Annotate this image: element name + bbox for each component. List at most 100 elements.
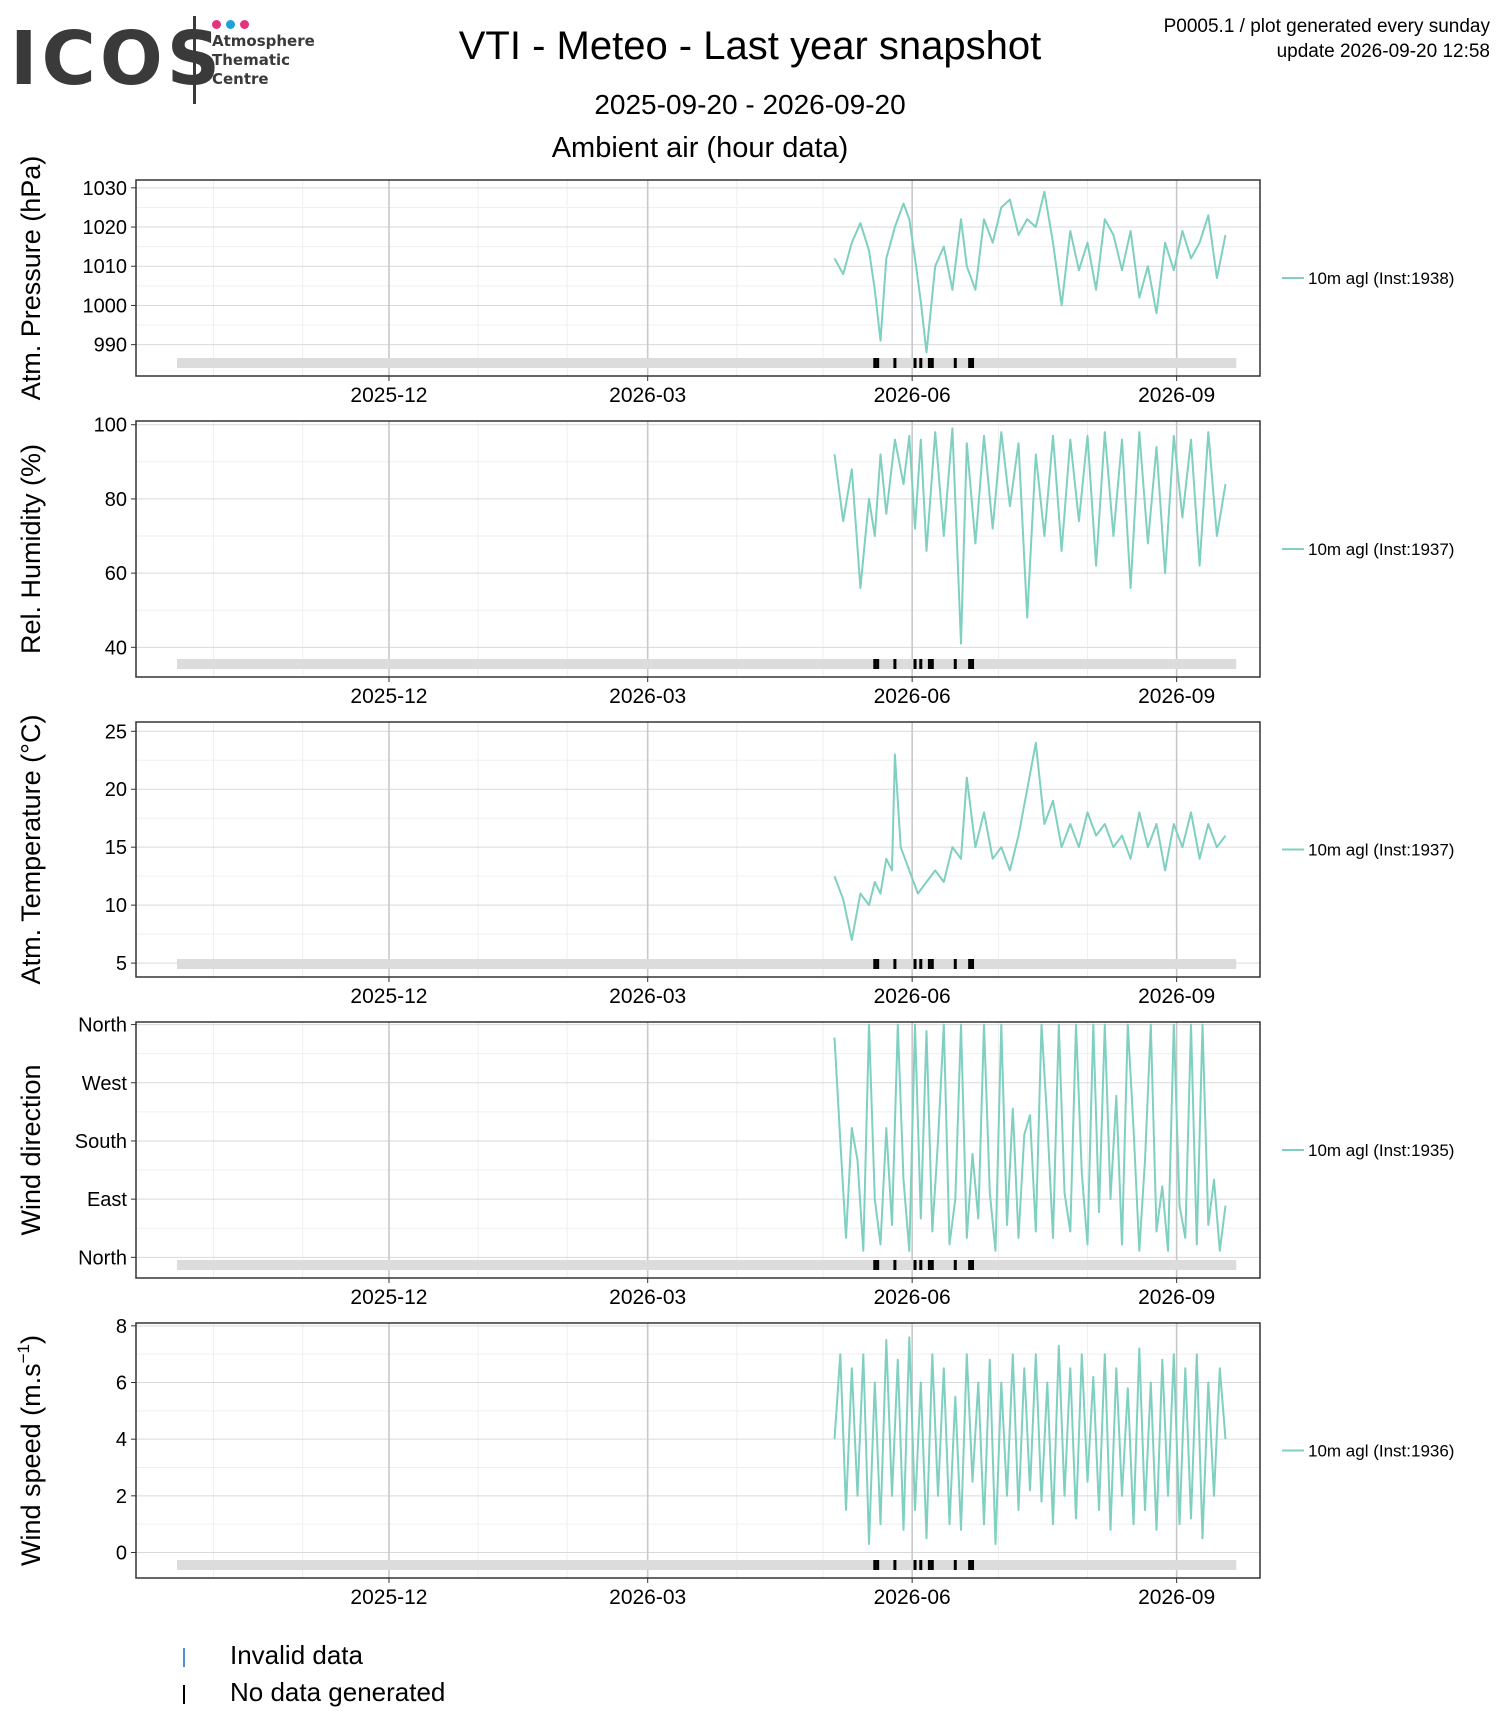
nodata-mark bbox=[876, 358, 880, 368]
nodata-mark bbox=[876, 1260, 880, 1270]
x-tick-label: 2025-12 bbox=[350, 985, 427, 1008]
status-band bbox=[176, 358, 1237, 368]
y-tick-label: 5 bbox=[116, 953, 127, 975]
y-tick-label: 1010 bbox=[83, 256, 128, 278]
panel-2: 40 60 80 100 2025-12 2026-03 2026-06 2026-09 Rel… bbox=[16, 415, 1454, 708]
x-tick-label: 2025-12 bbox=[350, 1586, 427, 1609]
nodata-mark bbox=[893, 358, 897, 368]
nodata-mark bbox=[953, 1260, 957, 1270]
nodata-mark bbox=[971, 1260, 975, 1270]
y-tick-label: South bbox=[75, 1131, 127, 1153]
page-title: VTI - Meteo - Last year snapshot bbox=[458, 24, 1042, 68]
nodata-mark bbox=[927, 358, 931, 368]
x-tick-label: 2026-03 bbox=[609, 1286, 686, 1309]
nodata-mark bbox=[919, 659, 923, 669]
nodata-mark bbox=[968, 1560, 972, 1570]
legend-label: 10m agl (Inst:1935) bbox=[1308, 1141, 1454, 1160]
date-range: 2025-09-20 - 2026-09-20 bbox=[594, 89, 906, 120]
nodata-mark bbox=[893, 1260, 897, 1270]
nodata-mark bbox=[927, 659, 931, 669]
y-tick-label: 990 bbox=[94, 335, 127, 357]
y-tick-label: 40 bbox=[105, 637, 127, 659]
meta-update: update 2026-09-20 12:58 bbox=[1276, 41, 1490, 62]
nodata-mark bbox=[930, 1260, 934, 1270]
meta-plot-id: P0005.1 / plot generated every sunday bbox=[1163, 16, 1490, 37]
invalid-data-swatch bbox=[183, 1647, 185, 1667]
panel-frame bbox=[135, 420, 1261, 678]
x-tick-label: 2026-06 bbox=[874, 1586, 951, 1609]
nodata-mark bbox=[876, 659, 880, 669]
y-axis-label-text: Atm. Pressure (hPa) bbox=[16, 156, 46, 401]
nodata-mark bbox=[913, 959, 917, 969]
legend-label: 10m agl (Inst:1937) bbox=[1308, 540, 1454, 559]
icos-logo: ICOS Atmosphere Thematic Centre bbox=[10, 14, 315, 104]
y-tick-label: 6 bbox=[116, 1373, 127, 1395]
y-axis-label-text: Wind speed (m.s bbox=[16, 1363, 46, 1566]
x-tick-label: 2026-03 bbox=[609, 985, 686, 1008]
legend-label: 10m agl (Inst:1937) bbox=[1308, 841, 1454, 860]
nodata-mark bbox=[927, 1260, 931, 1270]
y-axis-label: Atm. Pressure (hPa) bbox=[16, 156, 46, 401]
nodata-mark bbox=[893, 1560, 897, 1570]
legend-invalid-label: Invalid data bbox=[230, 1640, 363, 1670]
legend-nodata: No data generated bbox=[175, 1674, 445, 1711]
nodata-mark bbox=[919, 959, 923, 969]
y-tick-label: 8 bbox=[116, 1316, 127, 1338]
y-tick-label: 10 bbox=[105, 895, 127, 917]
logo-wordmark: ICOS bbox=[10, 16, 225, 102]
logo-subtitle: Atmosphere Thematic Centre bbox=[212, 32, 315, 88]
nodata-mark bbox=[930, 1560, 934, 1570]
plot-area bbox=[136, 421, 1260, 677]
y-axis-label: Rel. Humidity (%) bbox=[16, 444, 46, 654]
y-tick-label: 20 bbox=[105, 779, 127, 801]
x-tick-label: 2026-09 bbox=[1138, 985, 1215, 1008]
y-axis-label-text: Wind direction bbox=[16, 1064, 46, 1235]
nodata-mark bbox=[930, 959, 934, 969]
nodata-mark bbox=[953, 1560, 957, 1570]
y-tick-label: 15 bbox=[105, 837, 127, 859]
nodata-mark bbox=[968, 1260, 972, 1270]
plot-area bbox=[136, 1323, 1260, 1578]
y-tick-label: 1030 bbox=[83, 178, 128, 200]
nodata-swatch bbox=[183, 1684, 185, 1704]
y-tick-label: North bbox=[78, 1015, 127, 1037]
x-tick-label: 2025-12 bbox=[350, 685, 427, 708]
nodata-mark bbox=[876, 1560, 880, 1570]
x-tick-label: 2026-06 bbox=[874, 685, 951, 708]
logo-dots-icon bbox=[212, 16, 254, 30]
nodata-mark bbox=[971, 1560, 975, 1570]
x-tick-label: 2026-09 bbox=[1138, 1286, 1215, 1309]
panel-frame bbox=[135, 179, 1261, 377]
nodata-mark bbox=[893, 959, 897, 969]
nodata-mark bbox=[953, 959, 957, 969]
nodata-mark bbox=[919, 1260, 923, 1270]
status-band bbox=[176, 659, 1237, 669]
panel-frame bbox=[135, 1021, 1261, 1279]
status-band bbox=[176, 1560, 1237, 1570]
y-axis-label-text: Rel. Humidity (%) bbox=[16, 444, 46, 654]
nodata-mark bbox=[927, 1560, 931, 1570]
y-tick-label: East bbox=[87, 1189, 127, 1211]
x-tick-label: 2026-03 bbox=[609, 384, 686, 407]
nodata-mark bbox=[971, 959, 975, 969]
nodata-mark bbox=[873, 659, 877, 669]
x-tick-label: 2026-03 bbox=[609, 1586, 686, 1609]
y-axis-label: Atm. Temperature (°C) bbox=[16, 715, 46, 985]
legend-nodata-label: No data generated bbox=[230, 1677, 446, 1707]
panel-1: 990 1000 1010 1020 1030 2025-12 2026-03 2026-06… bbox=[16, 156, 1454, 407]
nodata-mark bbox=[873, 358, 877, 368]
logo-divider bbox=[193, 16, 196, 104]
status-band bbox=[176, 959, 1237, 969]
x-tick-label: 2026-09 bbox=[1138, 1586, 1215, 1609]
x-tick-label: 2026-09 bbox=[1138, 685, 1215, 708]
x-tick-label: 2026-06 bbox=[874, 985, 951, 1008]
nodata-mark bbox=[971, 659, 975, 669]
y-tick-label: 60 bbox=[105, 563, 127, 585]
nodata-mark bbox=[968, 959, 972, 969]
nodata-mark bbox=[968, 358, 972, 368]
nodata-mark bbox=[913, 1560, 917, 1570]
nodata-mark bbox=[873, 959, 877, 969]
legend-label: 10m agl (Inst:1936) bbox=[1308, 1442, 1454, 1461]
x-tick-label: 2025-12 bbox=[350, 1286, 427, 1309]
